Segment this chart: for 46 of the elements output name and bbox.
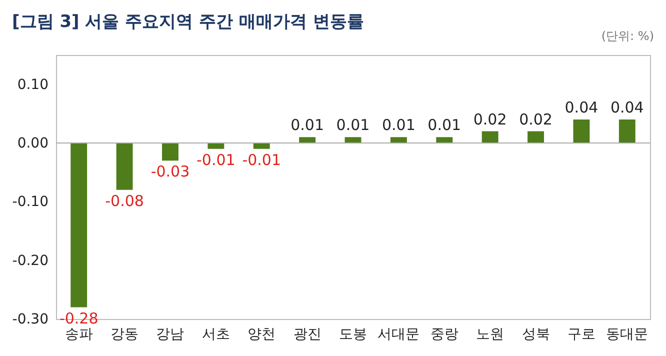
bar	[436, 137, 453, 143]
bar	[116, 143, 133, 190]
bar	[299, 137, 316, 143]
bar	[344, 137, 362, 143]
data-label: 0.02	[473, 110, 507, 128]
y-tick-label: -0.10	[12, 194, 48, 210]
data-label: 0.04	[564, 98, 598, 117]
y-tick-label: 0.00	[17, 136, 48, 152]
data-label: -0.01	[196, 150, 236, 169]
y-tick-label: -0.20	[12, 252, 48, 269]
x-tick-label: 양천	[248, 326, 276, 342]
y-tick-label: -0.30	[12, 312, 48, 328]
x-tick-label: 동대문	[606, 326, 648, 342]
bar	[390, 137, 407, 143]
bar	[528, 131, 544, 143]
x-tick-label: 강남	[156, 326, 184, 342]
x-tick-label: 성북	[522, 326, 550, 342]
data-label: 0.01	[428, 116, 462, 134]
data-label: 0.01	[336, 116, 370, 134]
text: (단위: %)	[601, 28, 654, 45]
data-label: 0.01	[290, 116, 324, 134]
x-tick-label: 서대문	[378, 326, 420, 342]
data-label: -0.03	[150, 162, 190, 181]
bar	[162, 143, 178, 161]
x-tick-label: 중랑	[430, 326, 458, 342]
x-tick-label: 송파	[64, 326, 93, 342]
data-label: 0.02	[519, 110, 552, 128]
x-tick-label: 노원	[476, 326, 504, 342]
y-tick-label: 0.10	[17, 76, 48, 93]
data-label: 0.04	[610, 98, 644, 117]
x-tick-label: 구로	[567, 326, 596, 342]
data-label: -0.01	[242, 150, 282, 169]
chart-title: [그림 3] 서울 주요지역 주간 매매가격 변동률	[12, 11, 364, 33]
x-tick-label: 광진	[293, 326, 322, 342]
data-label: 0.01	[382, 116, 416, 134]
data-label: -0.28	[59, 309, 98, 328]
bar	[573, 120, 590, 143]
x-tick-label: 도봉	[339, 326, 367, 342]
bar	[253, 143, 270, 149]
bar	[70, 143, 88, 308]
bar	[618, 120, 636, 143]
x-tick-label: 서초	[202, 326, 230, 342]
bar	[208, 143, 224, 149]
bar	[482, 131, 498, 143]
x-tick-label: 강동	[110, 326, 139, 342]
data-label: -0.08	[105, 192, 144, 210]
